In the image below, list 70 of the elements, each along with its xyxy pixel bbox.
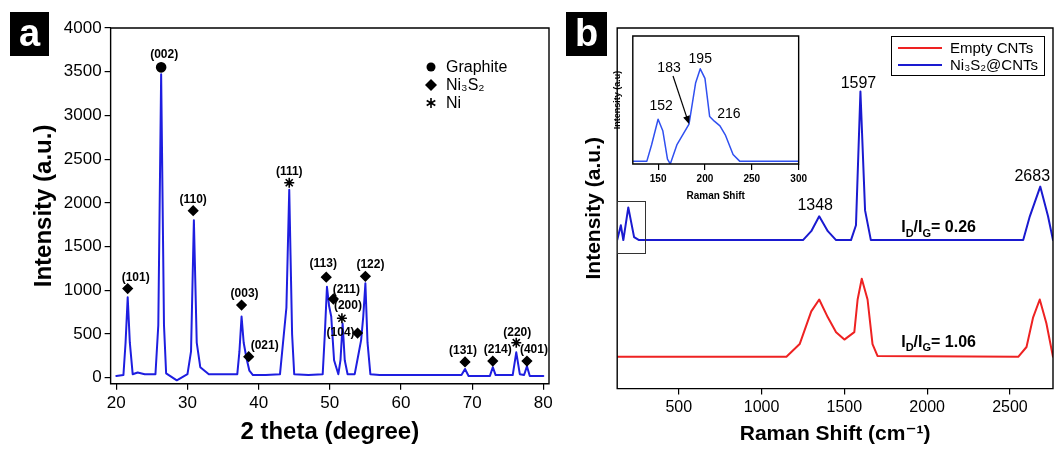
x-tick-label: 300 <box>790 172 808 184</box>
y-tick-label: 2500 <box>63 148 102 168</box>
x-tick-label: 1000 <box>743 397 780 415</box>
annotation: 195 <box>688 49 713 66</box>
annotation: (131) <box>449 342 478 357</box>
annotation: 216 <box>717 104 741 121</box>
annotation: (401) <box>519 342 548 357</box>
x-tick-label: 40 <box>249 392 269 412</box>
x-tick-label: 60 <box>391 392 411 412</box>
point <box>187 205 199 217</box>
y-tick-label: 3500 <box>63 61 102 81</box>
point <box>155 62 167 73</box>
point <box>360 270 371 282</box>
annotation: (110) <box>179 191 207 206</box>
annotation: 1348 <box>797 196 834 214</box>
annotation: 152 <box>649 97 673 114</box>
annotation: (002) <box>150 47 179 62</box>
y-tick-label: 0 <box>92 367 102 387</box>
x-tick-label: 80 <box>533 392 553 412</box>
y-tick-label: 1000 <box>63 279 102 299</box>
point <box>236 299 247 311</box>
y-tick-label: 500 <box>73 323 102 343</box>
legend-label: Graphite <box>446 58 508 76</box>
y-tick-label: 4000 <box>63 17 102 37</box>
legend-label: Ni₃S₂@CNTs <box>950 56 1038 73</box>
x-tick-label: 250 <box>743 172 761 184</box>
x-tick-label: 1500 <box>826 397 863 415</box>
point <box>122 283 133 294</box>
annotation: (200) <box>333 298 362 313</box>
annotation: (003) <box>230 286 259 301</box>
annotation: (111) <box>275 163 303 178</box>
x-tick-label: 20 <box>106 392 126 412</box>
point <box>521 355 533 367</box>
legend-label: Ni <box>446 94 462 112</box>
annotation: 1597 <box>840 73 877 91</box>
x-tick-label: 2500 <box>992 397 1028 415</box>
x-tick-label: 70 <box>462 392 482 412</box>
annotation: (113) <box>309 256 337 271</box>
y-tick-label: 3000 <box>63 105 102 125</box>
y-tick-label: 2000 <box>63 192 102 212</box>
x-axis-title: 2 theta (degree) <box>240 417 420 445</box>
point <box>487 355 499 367</box>
point <box>243 351 254 362</box>
x-tick-label: 200 <box>696 172 714 184</box>
y-tick-label: 1500 <box>63 236 102 256</box>
annotation: (211) <box>332 282 361 296</box>
x-axis-title: Raman Shift (cm⁻¹) <box>739 421 931 445</box>
legend-label: Ni₃S₂ <box>446 76 485 94</box>
x-tick-label: 2000 <box>909 397 946 415</box>
annotation: (220) <box>503 324 532 339</box>
x-tick-label: 150 <box>649 172 667 184</box>
annotation: (214) <box>483 342 512 357</box>
x-tick-label: 50 <box>320 392 340 412</box>
text: b <box>566 12 608 56</box>
text: a <box>10 12 50 56</box>
x-tick-label: 30 <box>178 392 197 412</box>
point <box>459 356 471 368</box>
annotation: (101) <box>121 269 150 284</box>
annotation: (021) <box>250 337 279 352</box>
point <box>320 271 332 283</box>
y-axis-title: Intensity (a.u.) <box>29 124 57 288</box>
legend-label: Empty CNTs <box>950 39 1034 56</box>
x-axis-title: Raman Shift <box>686 189 746 201</box>
y-axis-title: Intensity (a.u.) <box>581 137 605 280</box>
x-tick-label: 500 <box>665 397 693 415</box>
y-axis-title: Intensity (a.u) <box>611 70 622 130</box>
annotation: 183 <box>657 59 681 76</box>
point <box>336 312 348 325</box>
annotation: (122) <box>356 257 385 272</box>
annotation: 2683 <box>1014 166 1051 184</box>
